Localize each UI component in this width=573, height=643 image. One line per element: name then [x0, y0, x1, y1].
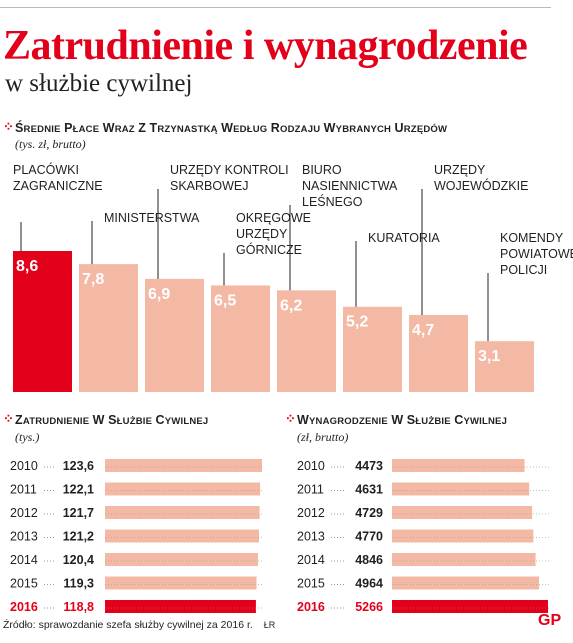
- salary-category-label: BIURO: [302, 163, 342, 177]
- wage-chart-title: WYNAGRODZENIE W SŁUŻBIE CYWILNEJ: [297, 413, 508, 427]
- salary-bar: [409, 314, 468, 392]
- employment-bar: [105, 459, 262, 472]
- wage-value-label: 4473: [355, 459, 383, 473]
- employment-value-label: 119,3: [63, 577, 94, 591]
- author-initials: ŁR: [263, 620, 276, 630]
- wage-year-label: 2014: [297, 553, 325, 567]
- salary-value-label: 6,5: [214, 292, 236, 309]
- employment-bar: [105, 482, 261, 496]
- salary-bar: [343, 306, 402, 392]
- employment-year-label: 2010: [10, 459, 38, 473]
- wage-year-label: 2011: [297, 483, 324, 497]
- employment-value-label: 121,2: [63, 530, 94, 544]
- salary-value-label: 8,6: [16, 258, 38, 275]
- wage-bar: [392, 459, 525, 472]
- wage-value-label: 4770: [355, 530, 383, 544]
- section-marker-icon: ⁘: [285, 411, 296, 426]
- wage-value-label: 4729: [355, 506, 383, 520]
- salary-category-label: URZĘDY: [236, 227, 288, 241]
- employment-value-label: 118,8: [63, 600, 94, 614]
- salary-category-label: MINISTERSTWA: [104, 211, 200, 225]
- wage-bar: [392, 506, 533, 519]
- salary-category-label: SKARBOWEJ: [170, 179, 249, 193]
- salary-bar: [145, 278, 204, 392]
- salary-value-label: 4,7: [412, 322, 434, 339]
- salary-category-label: WOJEWÓDZKIE: [434, 178, 528, 193]
- salary-bar: [13, 251, 72, 392]
- top-rule: [0, 7, 551, 8]
- employment-year-label: 2013: [10, 530, 38, 544]
- section-marker-icon: ⁘: [3, 119, 14, 134]
- employment-value-label: 120,4: [63, 553, 94, 567]
- employment-year-label: 2011: [10, 483, 37, 497]
- page-title: Zatrudnienie i wynagrodzenie: [3, 23, 528, 69]
- salary-category-label: POWIATOWE: [500, 247, 573, 261]
- employment-value-label: 123,6: [63, 459, 94, 473]
- wage-value-label: 4631: [355, 483, 383, 497]
- wage-chart-unit: (zł, brutto): [297, 430, 349, 444]
- wage-year-label: 2015: [297, 577, 325, 591]
- employment-bar: [105, 600, 256, 613]
- salary-category-label: POLICJI: [500, 263, 547, 277]
- page-subtitle: w służbie cywilnej: [5, 70, 193, 97]
- wage-value-label: 4964: [355, 577, 383, 591]
- wage-year-label: 2012: [297, 506, 325, 520]
- salary-category-label: ZAGRANICZNE: [13, 179, 103, 193]
- source-text: Źródło: sprawozdanie szefa służby cywiln…: [3, 619, 253, 631]
- wage-bar: [392, 600, 548, 613]
- employment-value-label: 121,7: [63, 506, 94, 520]
- employment-year-label: 2012: [10, 506, 38, 520]
- wage-bar: [392, 576, 540, 590]
- publisher-logo: GP: [538, 612, 562, 629]
- employment-value-label: 122,1: [63, 483, 94, 497]
- salary-bar: [277, 290, 336, 392]
- employment-bar: [105, 553, 258, 566]
- salary-bar: [211, 285, 270, 392]
- wage-year-label: 2013: [297, 530, 325, 544]
- employment-year-label: 2016: [10, 600, 38, 614]
- employment-bar: [105, 529, 259, 543]
- wage-value-label: 5266: [355, 600, 383, 614]
- salary-category-label: URZĘDY: [434, 163, 486, 177]
- employment-year-label: 2015: [10, 577, 38, 591]
- salary-category-label: NASIENNICTWA: [302, 179, 398, 193]
- salary-category-label: PLACÓWKI: [13, 162, 79, 177]
- wage-value-label: 4846: [355, 553, 383, 567]
- wage-bar: [392, 553, 536, 566]
- salary-value-label: 3,1: [478, 348, 500, 365]
- salary-chart-unit: (tys. zł, brutto): [15, 137, 86, 151]
- salary-chart-title: ŚREDNIE PŁACE WRAZ Z TRZYNASTKĄ WEDŁUG R…: [15, 121, 448, 135]
- wage-bar: [392, 482, 530, 496]
- wage-bar: [392, 529, 534, 543]
- salary-category-label: OKRĘGOWE: [236, 211, 311, 225]
- salary-category-label: KOMENDY: [500, 231, 564, 245]
- salary-category-label: KURATORIA: [368, 231, 440, 245]
- section-marker-icon: ⁘: [3, 411, 14, 426]
- salary-category-label: GÓRNICZE: [236, 242, 302, 257]
- salary-value-label: 6,2: [280, 297, 302, 314]
- employment-bar: [105, 576, 257, 590]
- salary-value-label: 5,2: [346, 314, 368, 331]
- salary-value-label: 6,9: [148, 286, 170, 303]
- salary-bar: [79, 264, 138, 392]
- wage-year-label: 2016: [297, 600, 325, 614]
- employment-bar: [105, 506, 260, 519]
- employment-chart-unit: (tys.): [15, 430, 40, 444]
- salary-value-label: 7,8: [82, 271, 104, 288]
- source-note: Źródło: sprawozdanie szefa służby cywiln…: [3, 619, 275, 631]
- employment-year-label: 2014: [10, 553, 38, 567]
- salary-category-label: URZĘDY KONTROLI: [170, 163, 289, 177]
- wage-year-label: 2010: [297, 459, 325, 473]
- employment-chart-title: ZATRUDNIENIE W SŁUŻBIE CYWILNEJ: [15, 413, 209, 427]
- salary-category-label: LEŚNEGO: [302, 194, 363, 209]
- salary-bar: [475, 341, 534, 392]
